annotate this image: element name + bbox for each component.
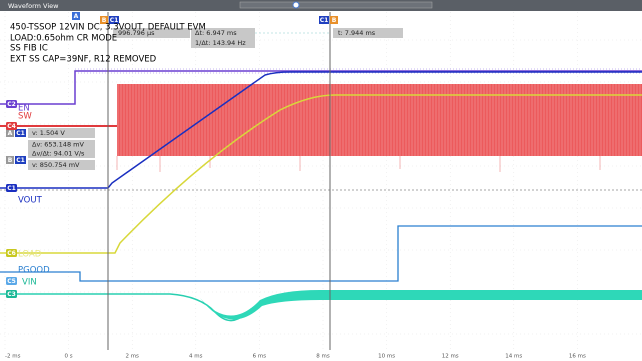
channel-badge-text: C6 [7,250,16,257]
tag-bg [330,16,338,24]
readout: Δv: 653.148 mV [32,141,84,149]
cursor-tag: C1 [16,157,25,164]
vin-ripple [200,290,642,320]
en-trace [0,70,642,105]
tag-bg [109,16,119,24]
channel-badge-text: C5 [7,278,16,285]
load-trace [0,94,642,254]
channel-badge [6,290,17,298]
cursor-tag: A [74,13,79,20]
annotation: SS FIB IC [10,44,48,54]
sw-band [117,84,642,156]
x-axis-label: 8 ms [316,354,330,360]
channel-label: VIN [22,278,37,288]
tag-bg [15,156,26,164]
channel-badge [6,249,17,257]
channel-label: PGOOD [18,266,50,276]
channel-badge [6,184,17,192]
readout-box [113,28,190,38]
cursor-tag: B [332,17,337,24]
channel-badge [6,277,17,285]
annotation: EXT SS CAP=39NF, R12 REMOVED [10,55,157,65]
channel-badge-text: C2 [7,101,16,108]
pgood-trace [0,225,642,282]
readout-box [28,128,95,138]
readout-box [191,28,255,48]
channel-label: EN [18,104,30,114]
channel-label: VOUT [18,196,43,206]
readout: 996.796 µs [118,29,155,37]
annotation: 450-TSSOP 12VIN DC, 3.3VOUT, DEFAULT EVM [10,23,206,33]
cursor-tag: C1 [110,17,119,24]
tag-bg [15,129,26,137]
sw-spikes [116,156,601,172]
cursor-tag: B [8,157,13,164]
x-axis-label: -2 ms [5,354,21,360]
readout: v: 850.754 mV [32,161,80,169]
x-axis-label: 4 ms [189,354,203,360]
zoom-bar[interactable] [239,1,433,9]
tag-bg [6,129,14,137]
vout-trace [0,71,642,189]
channel-label: LOAD [18,250,42,260]
channel-badge-text: C4 [7,123,16,130]
channel-badge [6,100,17,108]
channel-badge [6,122,17,130]
readout: Δt: 6.947 ms [195,29,237,37]
annotation: LOAD:0.65ohm CR MODE [10,34,117,44]
cursor-tag: A [8,130,13,137]
tag-bg [6,156,14,164]
channel-badge-text: C1 [7,185,16,192]
zoom-handle[interactable] [292,1,300,9]
x-axis-label: 14 ms [505,354,522,360]
readout-box [333,28,403,38]
cursor-tag: C1 [16,130,25,137]
readout: Δv/Δt: 94.01 V/s [32,150,85,158]
tag-bg [100,16,108,24]
readout-box [28,140,95,158]
readout-box [28,160,95,170]
x-axis: -2 ms 0 s 2 ms 4 ms 6 ms 8 ms 10 ms 12 ms 14 ms 1… [5,354,586,360]
window-title: Waveform View [8,2,59,10]
tag-bg [319,16,329,24]
tag-bg [72,12,80,20]
readout: 1/Δt: 143.94 Hz [195,39,246,47]
cursor-tag: C1 [320,17,329,24]
x-axis-label: 16 ms [569,354,586,360]
x-axis-label: 12 ms [442,354,459,360]
channel-badge-text: C3 [7,291,16,298]
cursor-tag: B [102,17,107,24]
x-axis-label: 0 s [65,354,73,360]
grid [0,12,642,350]
x-axis-label: 10 ms [378,354,395,360]
channel-label: SW [18,112,32,122]
readout: v: 1.504 V [32,129,65,137]
readout: t: 7.944 ms [338,29,376,37]
x-axis-label: 6 ms [253,354,267,360]
x-axis-label: 2 ms [125,354,139,360]
